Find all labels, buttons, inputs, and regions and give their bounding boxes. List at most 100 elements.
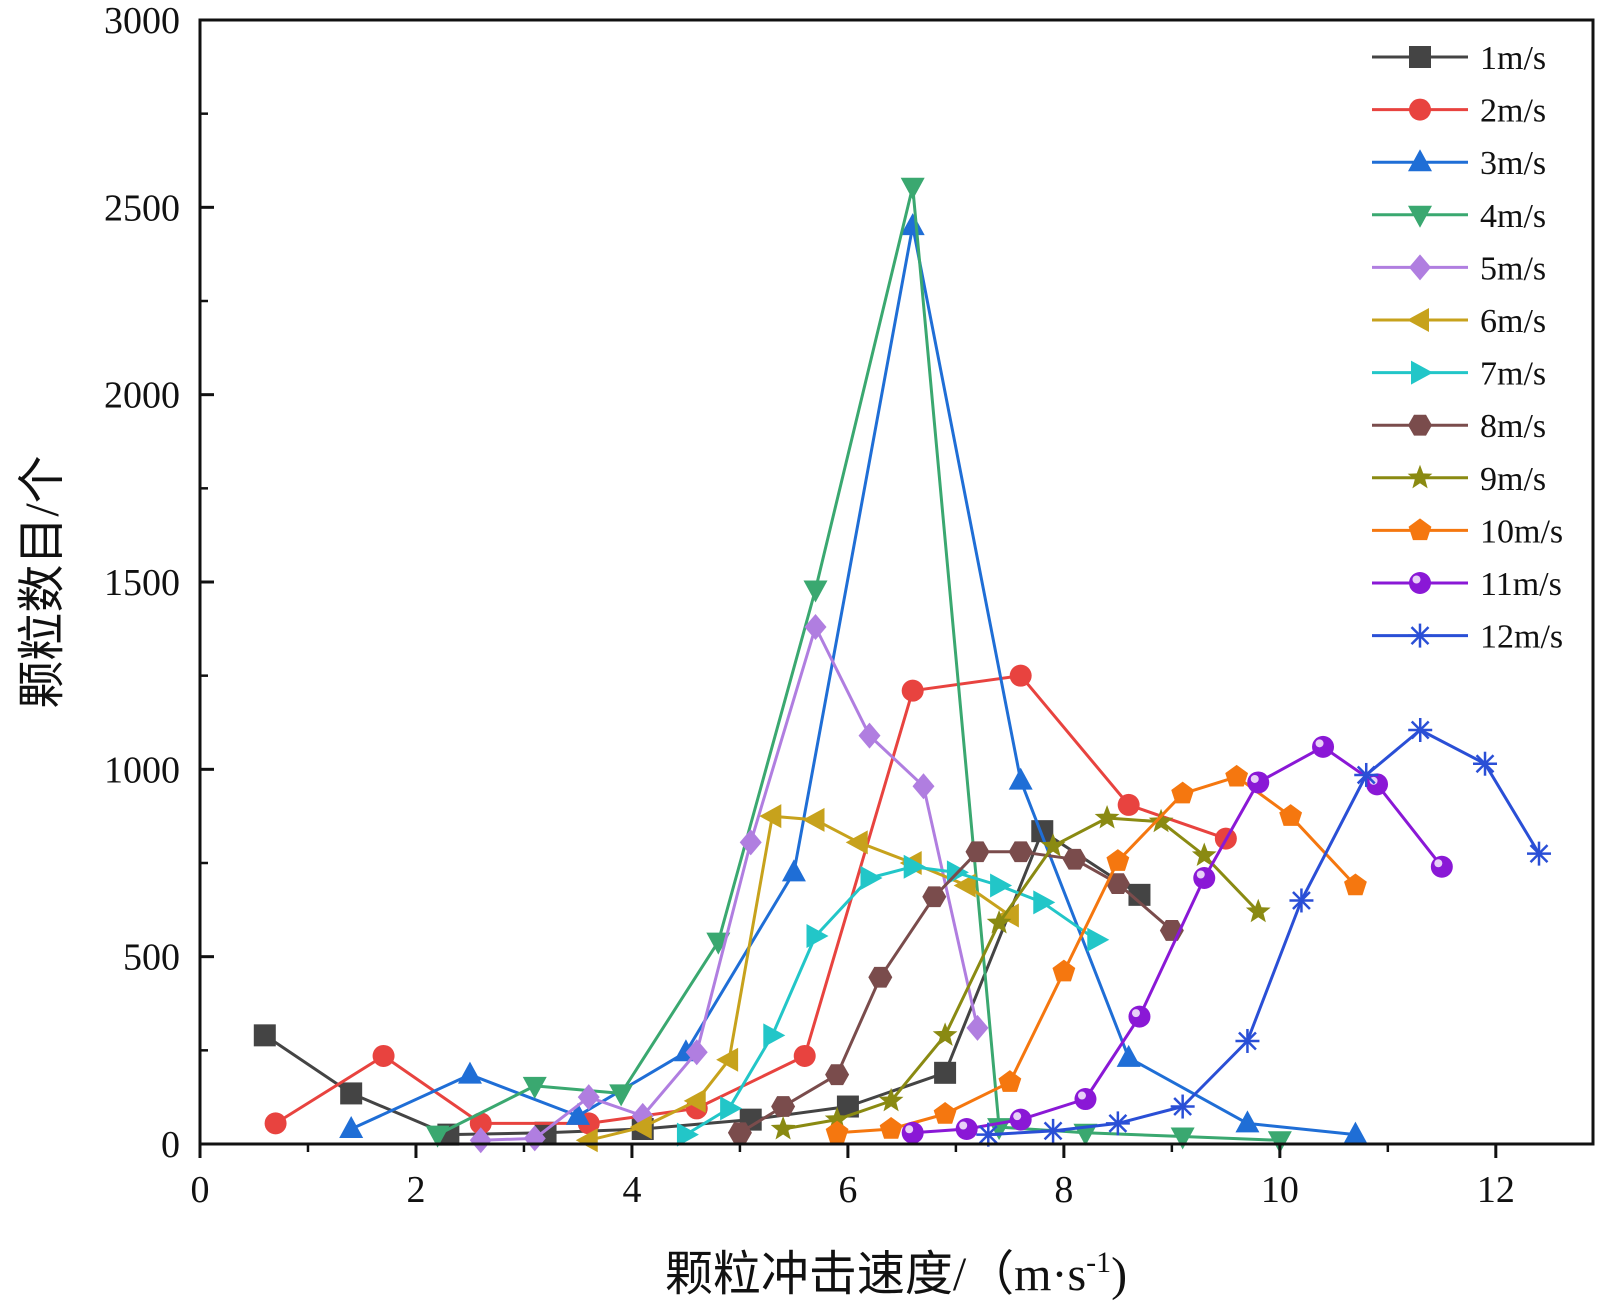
series-line-10m/s <box>836 775 1357 1135</box>
x-axis-title-main: 颗粒冲击速度/（m·s <box>665 1248 1086 1301</box>
data-point-9m/s-4 <box>986 909 1012 934</box>
legend-item-2m/s: 2m/s <box>1372 93 1546 130</box>
data-point-8m/s-8 <box>1105 873 1130 894</box>
x-tick-label: 2 <box>406 1169 425 1211</box>
data-point-3m/s-6 <box>1008 767 1033 790</box>
data-point-2m/s-8 <box>1117 793 1140 816</box>
series-line-9m/s <box>782 816 1260 1131</box>
data-point-1m/s-9 <box>1128 883 1151 906</box>
legend-label: 2m/s <box>1480 93 1546 130</box>
data-point-4m/s-3 <box>706 932 731 955</box>
x-axis-title: 颗粒冲击速度/（m·s-1) <box>665 1246 1127 1301</box>
data-point-8m/s-0 <box>727 1122 752 1144</box>
series-line-11m/s <box>912 745 1443 1135</box>
legend-label: 10m/s <box>1480 513 1563 550</box>
data-point-1m/s-1 <box>340 1082 363 1105</box>
series-4m/s <box>425 177 1292 1154</box>
data-point-10m/s-9 <box>1344 873 1367 896</box>
data-point-8m/s-1 <box>771 1096 796 1117</box>
legend-label: 11m/s <box>1480 566 1562 603</box>
x-tick-label: 8 <box>1054 1169 1073 1211</box>
data-point-4m/s-9 <box>1267 1131 1292 1154</box>
legend-item-4m/s: 4m/s <box>1372 198 1546 235</box>
data-point-12m/s-4 <box>1235 1028 1260 1053</box>
data-point-1m/s-0 <box>253 1024 276 1047</box>
y-tick-label: 1000 <box>104 749 180 791</box>
data-point-7m/s-5 <box>903 854 926 879</box>
data-point-12m/s-2 <box>1105 1111 1130 1136</box>
data-point-12m/s-6 <box>1354 762 1379 787</box>
legend-marker-4m/s <box>1408 205 1432 228</box>
x-tick-label: 12 <box>1477 1169 1515 1211</box>
legend-marker-7m/s <box>1411 360 1433 385</box>
legend-item-7m/s: 7m/s <box>1372 356 1546 393</box>
ticks-layer: 0 2 4 6 8 10 12 0 500 1000 1500 2000 2500 3000 <box>104 0 1515 1211</box>
data-point-5m/s-2 <box>577 1084 600 1111</box>
data-point-5m/s-8 <box>912 773 935 800</box>
data-point-7m/s-1 <box>720 1096 743 1121</box>
data-point-8m/s-4 <box>922 886 947 908</box>
data-point-12m/s-9 <box>1527 841 1552 866</box>
data-point-4m/s-0 <box>425 1125 450 1148</box>
x-axis-title-suffix: ) <box>1111 1248 1127 1301</box>
legend-label: 6m/s <box>1480 303 1546 340</box>
data-point-5m/s-5 <box>739 829 762 856</box>
data-point-4m/s-4 <box>803 580 828 603</box>
legend-item-10m/s: 10m/s <box>1372 513 1563 550</box>
data-point-9m/s-6 <box>1094 805 1120 829</box>
x-tick-label: 0 <box>191 1169 210 1211</box>
data-point-5m/s-7 <box>858 722 881 749</box>
data-point-9m/s-1 <box>824 1106 850 1131</box>
data-point-3m/s-2 <box>565 1102 590 1125</box>
legend-label: 9m/s <box>1480 461 1546 498</box>
data-point-1m/s-6 <box>836 1095 859 1118</box>
data-point-9m/s-7 <box>1148 808 1174 833</box>
legend-marker-5m/s <box>1409 254 1431 281</box>
data-point-6m/s-2 <box>683 1088 706 1113</box>
data-point-10m/s-1 <box>879 1117 903 1139</box>
legend-item-3m/s: 3m/s <box>1372 145 1546 182</box>
legend-marker-2m/s <box>1409 98 1431 121</box>
data-point-7m/s-4 <box>860 865 883 890</box>
data-point-6m/s-8 <box>953 873 976 898</box>
legend-item-9m/s: 9m/s <box>1372 461 1546 498</box>
data-point-7m/s-0 <box>676 1122 699 1147</box>
series-1m/s <box>253 820 1151 1146</box>
data-point-11m/s-2 <box>1009 1108 1032 1131</box>
data-point-8m/s-6 <box>1008 841 1033 863</box>
y-tick-label: 2500 <box>104 187 180 229</box>
data-point-3m/s-4 <box>781 859 806 882</box>
data-point-6m/s-0 <box>575 1128 598 1153</box>
data-point-9m/s-9 <box>1245 898 1271 923</box>
data-point-10m/s-4 <box>1052 959 1076 982</box>
data-point-10m/s-6 <box>1171 781 1195 804</box>
data-point-12m/s-8 <box>1473 751 1498 776</box>
y-tick-label: 1500 <box>104 562 180 604</box>
data-point-3m/s-1 <box>457 1061 482 1084</box>
data-point-2m/s-6 <box>901 679 924 702</box>
series-9m/s <box>770 805 1271 1140</box>
data-point-12m/s-3 <box>1170 1094 1195 1119</box>
data-point-11m/s-4 <box>1128 1005 1151 1028</box>
data-point-10m/s-8 <box>1279 804 1303 826</box>
legend-item-11m/s: 11m/s <box>1372 566 1562 603</box>
series-line-8m/s <box>739 850 1173 1135</box>
legend-item-8m/s: 8m/s <box>1372 408 1546 445</box>
data-point-1m/s-7 <box>934 1061 957 1084</box>
data-point-9m/s-2 <box>878 1087 904 1112</box>
legend-label: 8m/s <box>1480 408 1546 445</box>
data-point-10m/s-2 <box>933 1102 957 1124</box>
legend-label: 12m/s <box>1480 619 1563 656</box>
legend-marker-3m/s <box>1408 149 1432 172</box>
legend-marker-1m/s <box>1409 46 1431 68</box>
data-point-6m/s-5 <box>802 807 825 832</box>
series-line-5m/s <box>480 625 979 1142</box>
legend-item-1m/s: 1m/s <box>1372 40 1546 77</box>
legend-label: 3m/s <box>1480 145 1546 182</box>
data-point-12m/s-5 <box>1289 888 1314 913</box>
series-2m/s <box>264 664 1237 1135</box>
data-point-7m/s-7 <box>990 873 1013 898</box>
data-point-3m/s-8 <box>1235 1110 1260 1133</box>
series-line-2m/s <box>274 674 1227 1125</box>
data-point-10m/s-0 <box>825 1120 849 1143</box>
